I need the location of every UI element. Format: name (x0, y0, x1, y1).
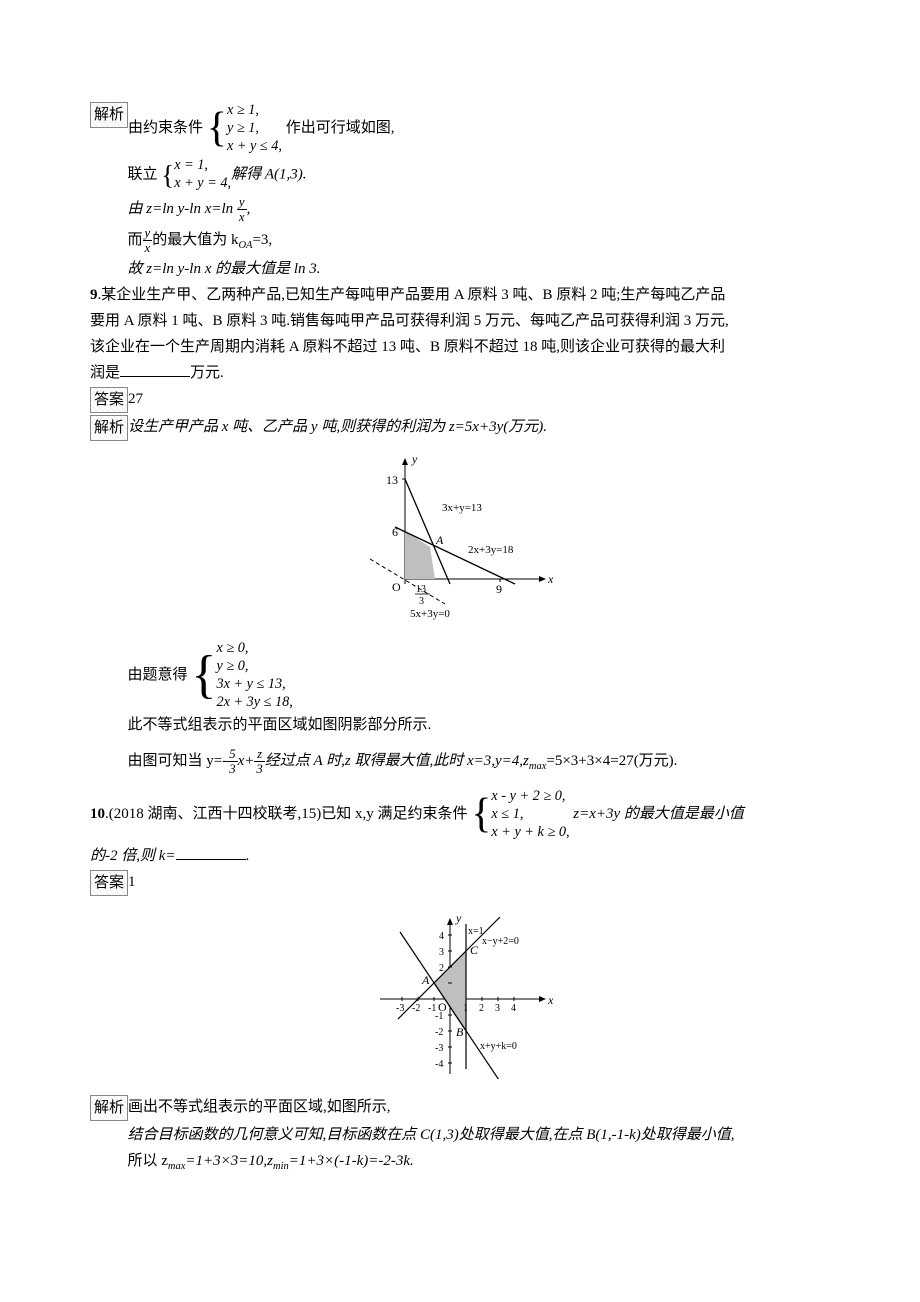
svg-text:A: A (421, 973, 430, 987)
svg-text:1: 1 (463, 1003, 468, 1014)
seg1-suffix: 作出可行域如图, (286, 120, 395, 136)
q10-blank (176, 844, 246, 860)
svg-text:-3: -3 (396, 1003, 404, 1014)
svg-text:-4: -4 (435, 1059, 443, 1070)
svg-text:x+y+k=0: x+y+k=0 (480, 1041, 517, 1052)
seg1-prefix: 由约束条件 (128, 120, 203, 136)
seg1-line5: 故 z=ln y-ln x 的最大值是 ln 3. (90, 257, 830, 281)
svg-text:3: 3 (439, 947, 444, 958)
answer-label: 答案 (90, 387, 128, 413)
q9-ana-l3: 由图可知当 y=-53x+z3经过点 A 时,z 取得最大值,此时 x=3,y=… (90, 747, 830, 776)
analysis-label: 解析 (90, 415, 128, 441)
answer-label: 答案 (90, 870, 128, 896)
seg1-analysis-line1: 解析由约束条件 { x ≥ 1, y ≥ 1, x + y ≤ 4, 作出可行域… (90, 102, 830, 155)
svg-text:2: 2 (479, 1003, 484, 1014)
q9-text: 9.某企业生产甲、乙两种产品,已知生产每吨甲产品要用 A 原料 3 吨、B 原料… (90, 283, 830, 307)
svg-text:13: 13 (416, 584, 426, 595)
q10-text: 10.(2018 湖南、江西十四校联考,15)已知 x,y 满足约束条件 { x… (90, 788, 830, 841)
q9-ana-l2: 此不等式组表示的平面区域如图阴影部分所示. (90, 713, 830, 737)
svg-text:y: y (411, 452, 418, 466)
q10-number: 10 (90, 807, 105, 823)
svg-text:2x+3y=18: 2x+3y=18 (468, 544, 514, 556)
q9-blank (120, 361, 190, 377)
analysis-label: 解析 (90, 102, 128, 128)
svg-text:2: 2 (439, 963, 444, 974)
svg-text:13: 13 (386, 473, 398, 487)
svg-text:x: x (547, 993, 554, 1007)
svg-text:3x+y=13: 3x+y=13 (442, 502, 482, 514)
svg-text:-3: -3 (435, 1043, 443, 1054)
svg-text:4: 4 (439, 931, 444, 942)
analysis-label: 解析 (90, 1095, 128, 1121)
q9-figure: y x O 13 6 A 9 3x+y=13 2x+3y=18 5x+3y=0 … (90, 449, 830, 632)
q10-ana-l2: 结合目标函数的几何意义可知,目标函数在点 C(1,3)处取得最大值,在点 B(1… (90, 1123, 830, 1147)
q10-figure: y x O x=1 x−y+2=0 x+y+k=0 A B C 4 3 2 -1… (90, 904, 830, 1087)
q9-constraints: 由题意得 { x ≥ 0, y ≥ 0, 3x + y ≤ 13, 2x + 3… (90, 640, 830, 711)
q10-ana-l3: 所以 zmax=1+3×3=10,zmin=1+3×(-1-k)=-2-3k. (90, 1149, 830, 1176)
svg-text:4: 4 (511, 1003, 516, 1014)
seg1-line2: 联立 { x = 1, x + y = 4, 解得 A(1,3). (90, 157, 830, 193)
q10-answer: 答案1 (90, 870, 830, 896)
svg-text:6: 6 (392, 525, 398, 539)
q10-analysis-l1: 解析画出不等式组表示的平面区域,如图所示, (90, 1095, 830, 1121)
seg1-constraints: { x ≥ 1, y ≥ 1, x + y ≤ 4, (207, 102, 282, 155)
svg-text:O: O (392, 580, 401, 594)
svg-text:y: y (455, 911, 462, 925)
seg1-line4: 而yx的最大值为 kOA=3, (90, 226, 830, 255)
seg1-cases: { x = 1, x + y = 4, (161, 157, 231, 193)
svg-text:-2: -2 (435, 1027, 443, 1038)
q9-number: 9 (90, 287, 98, 303)
svg-text:C: C (470, 943, 479, 957)
svg-text:-1: -1 (428, 1003, 436, 1014)
svg-text:B: B (456, 1025, 464, 1039)
svg-text:x−y+2=0: x−y+2=0 (482, 936, 519, 947)
svg-text:x: x (547, 572, 554, 586)
svg-text:3: 3 (495, 1003, 500, 1014)
seg1-line3: 由 z=ln y-ln x=ln yx, (90, 195, 830, 224)
svg-text:9: 9 (496, 582, 502, 596)
svg-text:3: 3 (419, 596, 424, 607)
svg-text:-2: -2 (412, 1003, 420, 1014)
q9-analysis-l1: 解析设生产甲产品 x 吨、乙产品 y 吨,则获得的利润为 z=5x+3y(万元)… (90, 415, 830, 441)
q9-answer: 答案27 (90, 387, 830, 413)
svg-text:A: A (435, 533, 444, 547)
svg-text:5x+3y=0: 5x+3y=0 (410, 608, 450, 620)
